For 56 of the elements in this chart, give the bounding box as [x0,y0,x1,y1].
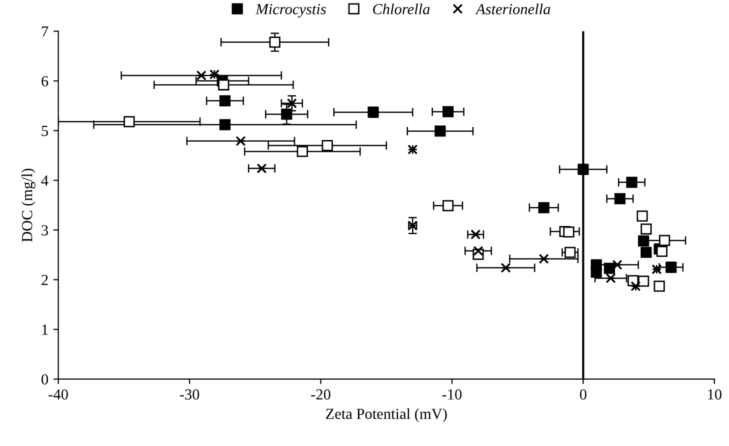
y-tick-label: 6 [42,76,48,86]
y-tick-label: 4 [41,176,48,186]
point [281,108,292,120]
point [434,126,446,137]
point [473,246,484,256]
y-tick-label: 3 [42,225,48,236]
point [219,95,231,106]
x-tick-label: 10 [708,389,722,400]
point [628,275,639,286]
point [630,281,641,292]
y-axis-title: DOC (mg/l) [22,168,36,242]
x-tick-label: -40 [48,389,68,400]
point [659,234,670,246]
point [640,246,652,258]
x-tick-label: -20 [311,389,330,400]
legend-label: Asterionella [475,4,550,14]
point [604,262,615,274]
x-tick-label: -10 [442,389,462,400]
point [256,163,267,174]
point [296,146,308,158]
legend-label: Microcystis [255,4,326,18]
point [626,176,638,188]
point [590,266,602,278]
point [269,36,280,48]
point [538,254,549,264]
point [656,246,668,257]
point [442,200,454,212]
point [638,276,650,287]
point [442,106,454,118]
point [209,69,220,80]
point [640,223,652,235]
x-axis-title: Zeta Potential (mV) [326,408,447,422]
y-tick-label: 5 [42,126,48,136]
point [564,246,576,258]
point [124,116,135,128]
point [563,226,574,238]
point [638,235,650,246]
point [408,144,418,155]
legend-label: Chlorella [373,4,430,14]
point [538,202,550,214]
x-tick-label: 0 [580,389,586,400]
point [218,79,230,90]
point [470,229,481,240]
point [606,273,616,284]
y-tick-label: 2 [42,274,48,286]
y-tick-label: 7 [42,26,48,37]
x-tick-label: -30 [180,389,200,400]
point [500,262,511,273]
y-tick-label: 0 [42,374,48,385]
point [654,280,665,292]
point [219,119,231,130]
point [612,260,622,270]
point [614,193,626,204]
point [636,210,648,222]
y-tick-label: 1 [42,324,48,335]
point [322,140,333,152]
